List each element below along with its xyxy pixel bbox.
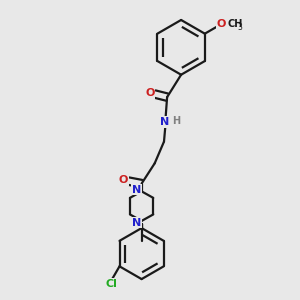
Text: N: N — [132, 218, 141, 228]
Text: H: H — [172, 116, 180, 126]
Text: N: N — [132, 184, 141, 194]
Text: O: O — [145, 88, 154, 98]
Text: O: O — [119, 176, 128, 185]
Text: 3: 3 — [238, 23, 242, 32]
Text: CH: CH — [227, 19, 242, 29]
Text: O: O — [217, 19, 226, 28]
Text: Cl: Cl — [106, 278, 118, 289]
Text: N: N — [160, 117, 169, 127]
